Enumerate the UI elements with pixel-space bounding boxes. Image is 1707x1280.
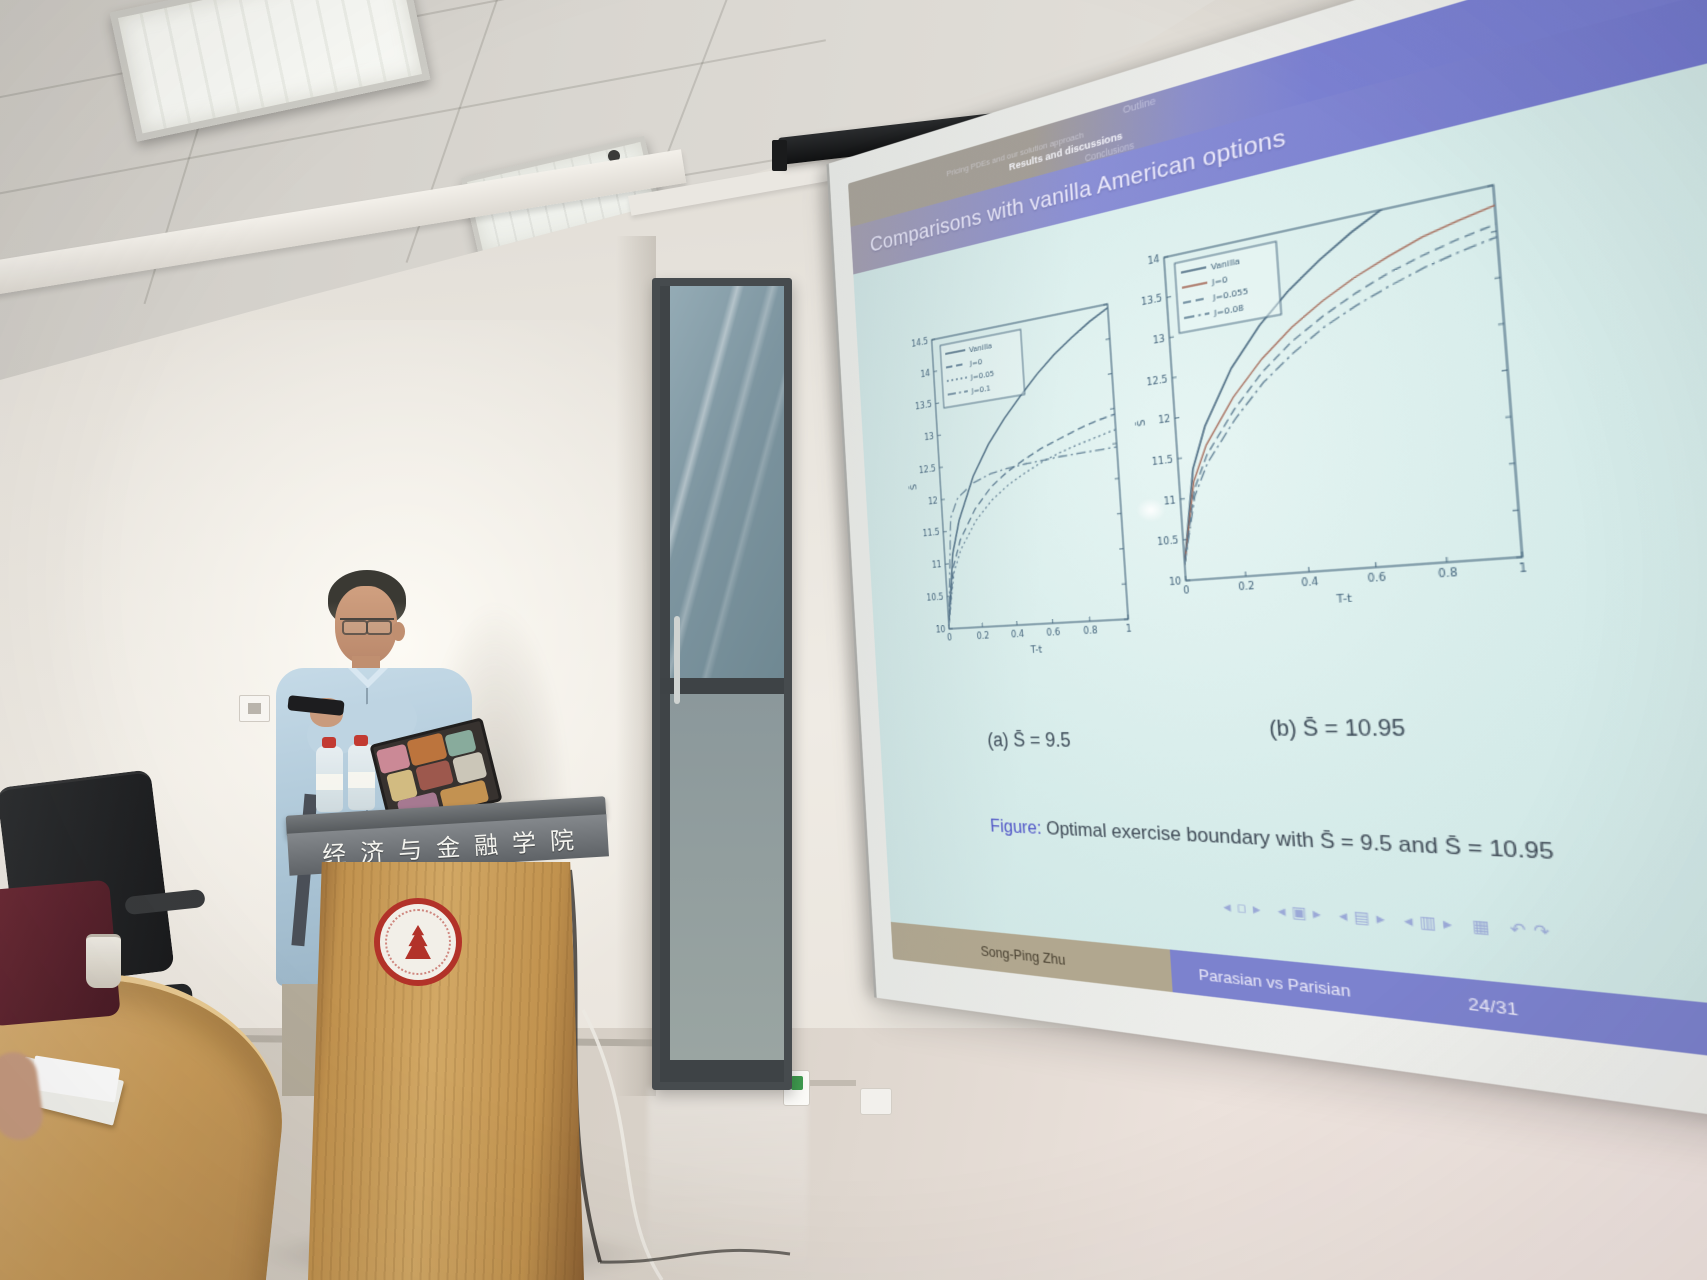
bottle-label (348, 772, 375, 788)
beamer-navigation-icons: ◂▫▸ ◂▣▸ ◂▤▸ ◂▥▸ ▦ ↶↷ (1222, 896, 1559, 943)
legend-label: J=0.05 (969, 369, 994, 383)
legend-label: Vanilla (969, 341, 993, 355)
series-J=0.1 (940, 447, 1128, 626)
subcaption-a: (a) S̄ = 9.5 (986, 728, 1072, 752)
podium: 经济与金融学院 (280, 717, 620, 1280)
y-tick-label: 14 (920, 367, 930, 379)
glass-door (652, 278, 792, 1090)
series-J=0 (938, 414, 1128, 625)
y-tick-label: 11 (932, 559, 942, 570)
y-tick-label: 12 (1158, 413, 1171, 426)
bottle-cap (354, 735, 368, 746)
university-crest (374, 898, 462, 986)
y-tick-label: 11.5 (1152, 454, 1174, 468)
laptop-sticker (415, 759, 454, 792)
x-tick-label: 0.2 (976, 630, 989, 641)
projector-glare-spot (1136, 498, 1166, 522)
y-tick-label: 14 (1147, 253, 1160, 267)
chart-boundary-b: 10 10.5 11 11.5 12 12.5 13 13.5 14 0 0.2 0.4 0.6 0.8 1… (1134, 172, 1528, 606)
series-J=0.05 (939, 429, 1128, 625)
x-tick-label: 1 (1126, 623, 1133, 634)
footer-page-number: 24/31 (1467, 992, 1519, 1019)
floor-cable (599, 1248, 791, 1264)
floor-light-reflection (648, 1088, 808, 1278)
x-tick-label: 0 (1183, 584, 1190, 596)
y-tick-label: 12.5 (1146, 373, 1168, 388)
presenter-ear (392, 622, 405, 641)
y-axis-label: S̄ (1134, 419, 1147, 427)
projection-screen: Outline Pricing PDEs and our solution ap… (826, 0, 1707, 1138)
door-glass-upper (670, 286, 784, 678)
paper-cup (86, 934, 121, 988)
y-tick-label: 10 (935, 624, 945, 635)
figure-caption: Figure: Optimal exercise boundary with S… (910, 812, 1698, 873)
bottle-label (316, 774, 343, 790)
legend-box (940, 329, 1025, 407)
bottle-cap (322, 737, 336, 748)
x-tick-label: 1 (1519, 561, 1528, 575)
presentation-slide: Outline Pricing PDEs and our solution ap… (848, 0, 1707, 1070)
legend-label: J=0.1 (970, 383, 991, 396)
wall-column-shade (616, 236, 656, 1096)
wall-outlet (860, 1088, 892, 1115)
footer-author: Song-Ping Zhu (890, 921, 1173, 993)
y-tick-label: 13 (1153, 333, 1166, 346)
green-sticker (791, 1076, 803, 1090)
x-tick-label: 0.8 (1083, 625, 1098, 637)
series-Vanilla (1161, 172, 1521, 564)
x-tick-label: 0.8 (1438, 566, 1458, 580)
y-tick-label: 11 (1163, 494, 1176, 507)
door-rail (660, 678, 784, 694)
y-tick-label: 13.5 (915, 399, 932, 412)
thermostat (239, 695, 270, 722)
x-tick-label: 0.4 (1011, 629, 1025, 640)
white-cable (581, 1009, 664, 1280)
water-bottle (316, 737, 343, 812)
footer-short-title: Parasian vs Parisian (1198, 964, 1351, 1000)
x-tick-label: 0.6 (1367, 571, 1386, 585)
legend-label: J=0 (1210, 274, 1228, 288)
y-tick-label: 13.5 (1141, 293, 1163, 308)
door-handle (674, 616, 680, 704)
x-tick-label: 0.2 (1238, 580, 1255, 593)
y-tick-label: 12.5 (919, 463, 936, 475)
x-tick-label: 0.6 (1046, 627, 1060, 638)
door-glass-lower (670, 694, 784, 1060)
y-tick-label: 12 (928, 495, 938, 506)
legend-label: J=0 (969, 357, 983, 369)
x-axis-label: T-t (1335, 591, 1353, 606)
y-tick-label: 14.5 (911, 336, 928, 349)
subcaption-b: (b) S̄ = 10.95 (1268, 714, 1407, 742)
y-tick-label: 10 (1169, 575, 1182, 587)
x-tick-label: 0.4 (1301, 576, 1319, 589)
figure-caption-text: Optimal exercise boundary with S̄ = 9.5 … (1040, 817, 1555, 865)
x-axis-label: T-t (1029, 643, 1043, 655)
chart-boundary-a: 10 10.5 11 11.5 12 12.5 13 13.5 14 14.5 0 0.2 0.4 0.6… (908, 293, 1133, 655)
y-tick-label: 10.5 (1157, 535, 1179, 548)
screen-surface: Outline Pricing PDEs and our solution ap… (826, 0, 1707, 1138)
figure-label: Figure: (989, 815, 1043, 839)
crest-emblem (405, 925, 431, 959)
water-bottle (348, 735, 375, 810)
x-tick-label: 0 (947, 632, 953, 643)
y-tick-label: 10.5 (926, 592, 944, 603)
podium-body (308, 862, 584, 1280)
glass-reflection (670, 286, 784, 678)
screen-casing-bracket (772, 140, 787, 171)
y-tick-label: 13 (924, 431, 934, 443)
y-axis-label: S̄ (908, 484, 918, 491)
baseboard (786, 1080, 856, 1086)
laptop-sticker (452, 751, 488, 784)
glasses (340, 618, 394, 635)
chart-frame (1164, 185, 1522, 580)
y-tick-label: 11.5 (923, 527, 940, 539)
door-kickplate (660, 1060, 784, 1082)
